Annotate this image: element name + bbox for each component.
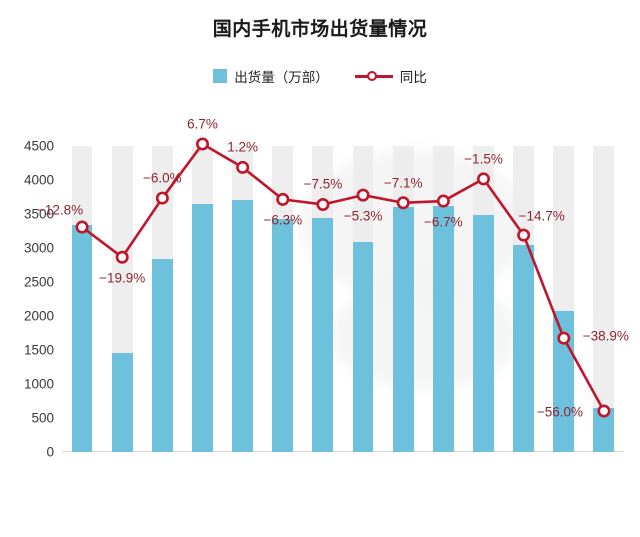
data-point-label: −5.3% <box>343 208 383 224</box>
line-point-marker[interactable] <box>316 197 330 211</box>
bar[interactable] <box>272 218 294 452</box>
bar-background <box>593 146 615 452</box>
chart-legend: 出货量（万部） 同比 <box>0 66 640 86</box>
legend-label-yoy: 同比 <box>399 70 427 85</box>
bar-column[interactable] <box>71 146 93 452</box>
plot-area: 0 500 1000 1500 2000 2500 3000 3500 4000 4500 −12… <box>24 117 629 460</box>
data-point-label: −6.3% <box>263 212 303 228</box>
bar[interactable] <box>352 241 374 452</box>
bar-column[interactable] <box>272 146 294 452</box>
x-axis-line <box>62 451 624 452</box>
bar[interactable] <box>151 258 173 452</box>
bar[interactable] <box>312 218 334 452</box>
bar-column[interactable] <box>151 146 173 452</box>
line-point-marker[interactable] <box>276 192 290 206</box>
bar[interactable] <box>392 207 414 452</box>
yoy-line-path <box>80 142 606 413</box>
chart-title: 国内手机市场出货量情况 <box>212 19 428 40</box>
bar[interactable] <box>192 203 213 452</box>
y-axis-tick-label: 1000 <box>23 376 54 392</box>
y-axis-tick-label: 4500 <box>23 138 54 154</box>
line-point-marker[interactable] <box>155 191 169 205</box>
bar[interactable] <box>232 200 254 452</box>
legend-item-shipments[interactable]: 出货量（万部） <box>213 66 329 86</box>
data-point-label: −56.0% <box>536 404 584 420</box>
data-point-label: −14.7% <box>518 208 565 224</box>
data-point-label: −12.8% <box>36 202 84 218</box>
line-point-marker[interactable] <box>517 228 531 242</box>
bar[interactable] <box>513 245 535 452</box>
data-point-label: 1.2% <box>227 139 259 155</box>
data-point-label: −7.1% <box>383 175 423 191</box>
data-point-label: −7.5% <box>303 176 343 192</box>
y-axis-tick-label: 4000 <box>23 172 54 188</box>
line-point-marker[interactable] <box>597 404 611 418</box>
legend-label-shipments: 出货量（万部） <box>234 70 329 85</box>
bar-column[interactable] <box>192 146 213 452</box>
legend-item-yoy[interactable]: 同比 <box>354 66 427 86</box>
line-point-marker[interactable] <box>196 137 210 151</box>
bar-column[interactable] <box>513 146 535 452</box>
line-point-marker[interactable] <box>115 250 129 264</box>
line-point-marker[interactable] <box>236 160 250 174</box>
bar-column[interactable] <box>312 146 334 452</box>
line-point-marker[interactable] <box>436 194 450 208</box>
bar[interactable] <box>593 408 615 452</box>
y-axis-tick-label: 1500 <box>23 342 54 358</box>
line-marker-icon <box>354 70 393 82</box>
line-point-marker[interactable] <box>557 331 571 345</box>
bar-swatch-icon <box>213 69 228 83</box>
data-point-label: −19.9% <box>99 270 146 286</box>
bar-column[interactable] <box>352 146 374 452</box>
bar[interactable] <box>111 353 133 452</box>
bar-column[interactable] <box>593 146 615 452</box>
bar-column[interactable] <box>432 146 454 452</box>
bar[interactable] <box>432 205 454 452</box>
line-series <box>75 137 611 418</box>
data-point-label: −38.9% <box>582 328 629 344</box>
y-axis-tick-label: 0 <box>46 444 54 460</box>
y-axis-tick-label: 3500 <box>23 206 54 222</box>
circle-marker-icon <box>366 71 377 81</box>
bar-column[interactable] <box>232 146 254 452</box>
data-point-label: 6.7% <box>187 116 218 132</box>
data-point-label: −6.7% <box>424 214 463 230</box>
y-axis-tick-label: 3000 <box>23 240 54 256</box>
data-point-label: −1.5% <box>464 151 503 167</box>
line-point-marker[interactable] <box>356 188 370 202</box>
y-axis-tick-label: 2500 <box>23 274 54 290</box>
bar[interactable] <box>71 224 93 452</box>
bar-column[interactable] <box>392 146 414 452</box>
bar-column[interactable] <box>473 146 494 452</box>
y-axis-tick-label: 500 <box>31 410 54 426</box>
line-point-marker[interactable] <box>476 172 490 186</box>
bar-column[interactable] <box>111 146 133 452</box>
y-axis-tick-label: 2000 <box>23 308 54 324</box>
line-point-marker[interactable] <box>75 220 89 234</box>
yoy-line-markers <box>75 137 611 418</box>
data-point-label: −6.0% <box>143 170 182 186</box>
bar[interactable] <box>473 214 494 452</box>
line-point-marker[interactable] <box>396 196 410 210</box>
